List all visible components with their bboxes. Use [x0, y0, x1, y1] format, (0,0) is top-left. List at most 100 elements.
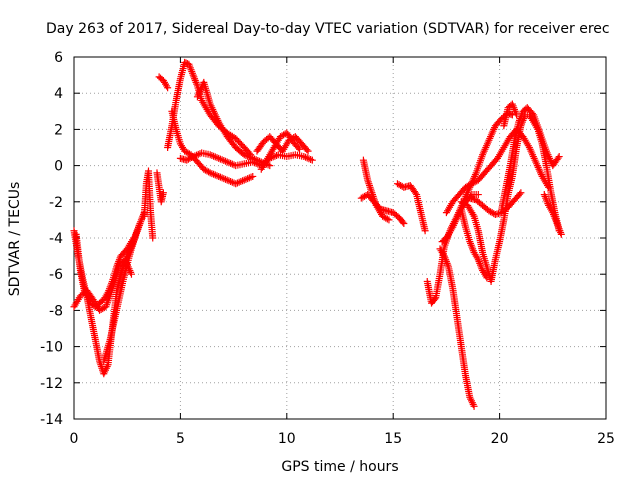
series-trace-23: [457, 205, 491, 282]
y-tick-label: 2: [54, 122, 63, 138]
data-point-plus: [474, 191, 482, 199]
data-point-plus: [244, 175, 252, 183]
data-point-plus: [431, 295, 439, 303]
data-point-plus: [194, 150, 202, 158]
data-point-plus: [99, 305, 107, 313]
data-point-plus: [303, 146, 311, 154]
data-point-plus: [220, 157, 228, 165]
data-point-plus: [397, 182, 405, 190]
data-point-plus: [215, 172, 223, 180]
data-point-plus: [302, 153, 310, 161]
series-trace-07: [155, 73, 172, 92]
data-point-plus: [213, 172, 221, 180]
data-point-plus: [149, 234, 157, 242]
data-point-plus: [517, 189, 525, 197]
series-trace-04: [100, 220, 144, 365]
data-point-plus: [385, 216, 393, 224]
data-point-plus: [223, 176, 231, 184]
series-trace-18: [436, 245, 478, 410]
data-point-plus: [208, 151, 216, 159]
axis-ticks: [73, 56, 607, 420]
data-point-plus: [249, 172, 257, 180]
data-point-plus: [216, 155, 224, 163]
series-trace-13: [257, 129, 304, 173]
series-trace-16: [393, 180, 429, 235]
data-point-plus: [488, 209, 496, 217]
data-point-plus: [211, 153, 219, 161]
series-trace-06: [153, 169, 167, 206]
data-point-plus: [400, 220, 408, 228]
data-point-plus: [213, 154, 221, 162]
data-point-plus: [228, 160, 236, 168]
data-point-plus: [365, 182, 373, 190]
data-point-plus: [206, 169, 214, 177]
data-point-plus: [554, 154, 562, 162]
data-point-plus: [507, 110, 515, 118]
data-point-plus: [294, 144, 302, 152]
series-trace-14: [359, 156, 393, 224]
data-point-plus: [555, 153, 563, 161]
data-point-plus: [189, 153, 197, 161]
data-point-plus: [225, 177, 233, 185]
data-point-plus: [96, 359, 104, 367]
data-point-plus: [216, 173, 224, 181]
series-trace-21: [466, 189, 525, 218]
data-point-plus: [232, 180, 240, 188]
data-point-plus: [247, 154, 255, 162]
data-point-plus: [266, 162, 274, 170]
y-tick-label: -2: [49, 195, 63, 211]
y-tick-label: 4: [54, 86, 63, 102]
x-tick-label: 5: [176, 431, 185, 447]
data-point-plus: [250, 155, 258, 163]
data-point-plus: [193, 151, 201, 159]
data-point-plus: [159, 189, 167, 197]
data-point-plus: [245, 153, 253, 161]
data-point-plus: [227, 178, 235, 186]
data-point-plus: [470, 402, 478, 410]
x-axis-label: GPS time / hours: [281, 459, 398, 475]
series-trace-22: [442, 125, 553, 217]
data-point-plus: [136, 220, 144, 228]
x-tick-label: 20: [491, 431, 509, 447]
data-point-plus: [483, 274, 491, 282]
data-point-plus: [252, 156, 260, 164]
data-point-plus: [191, 152, 199, 160]
data-point-plus: [382, 214, 390, 222]
y-tick-label: 0: [54, 159, 63, 175]
data-point-plus: [208, 170, 216, 178]
data-point-plus: [222, 157, 230, 165]
x-tick-labels: 0 5 10 15 20 25: [70, 431, 615, 447]
data-point-plus: [364, 178, 372, 186]
series-trace-25: [500, 100, 521, 130]
x-tick-label: 0: [70, 431, 79, 447]
y-tick-label: -14: [40, 412, 63, 428]
y-tick-label: -10: [40, 340, 63, 356]
data-point-plus: [242, 175, 250, 183]
data-point-plus: [557, 230, 565, 238]
data-point-plus: [399, 218, 407, 226]
data-points: [70, 58, 565, 410]
data-point-plus: [218, 174, 226, 182]
data-point-plus: [188, 153, 196, 161]
data-point-plus: [366, 183, 374, 191]
data-point-plus: [305, 155, 313, 163]
data-point-plus: [513, 111, 521, 119]
data-point-plus: [421, 227, 429, 235]
data-point-plus: [223, 158, 231, 166]
series-trace-24: [498, 104, 563, 213]
x-tick-label: 25: [597, 431, 615, 447]
y-tick-labels: -14 -12 -10 -8 -6 -4 -2 0 2 4 6: [40, 50, 63, 428]
data-point-plus: [303, 154, 311, 162]
data-point-plus: [210, 152, 218, 160]
y-tick-label: -12: [40, 376, 63, 392]
data-point-plus: [383, 215, 391, 223]
x-tick-label: 10: [278, 431, 296, 447]
x-tick-label: 15: [384, 431, 402, 447]
data-point-plus: [244, 152, 252, 160]
data-point-plus: [249, 154, 257, 162]
data-point-plus: [239, 177, 247, 185]
data-point-plus: [256, 157, 264, 165]
chart-title: Day 263 of 2017, Sidereal Day-to-day VTE…: [46, 21, 610, 37]
data-point-plus: [307, 155, 315, 163]
